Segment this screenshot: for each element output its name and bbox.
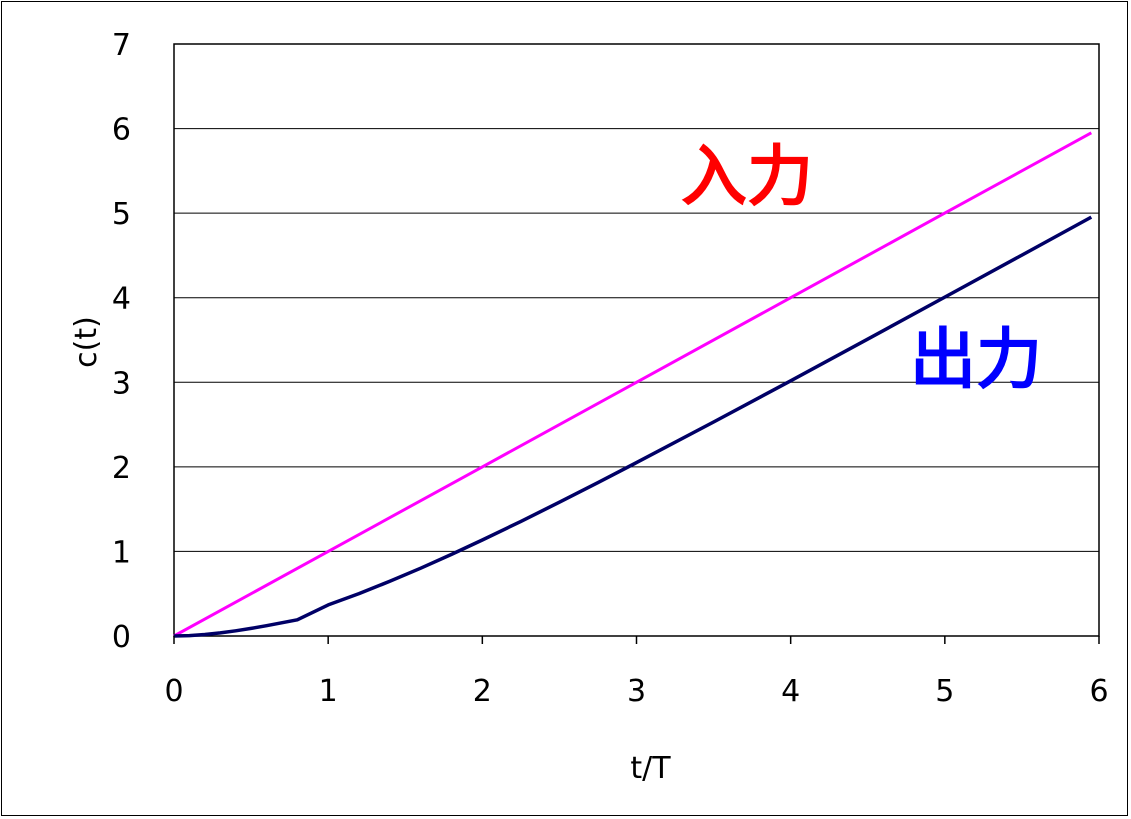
series-line-output	[173, 215, 1093, 638]
y-tick-label: 2	[112, 451, 131, 486]
series-label-output: 出力	[910, 321, 1042, 398]
x-tick-labels: 0 1 2 3 4 5 6	[164, 636, 1109, 709]
y-tick-label: 1	[112, 535, 131, 570]
y-tick-label: 6	[112, 113, 131, 148]
series-line-input	[173, 131, 1093, 638]
x-tick-label: 3	[627, 674, 646, 709]
y-tick-label: 4	[112, 282, 131, 317]
y-tick-label: 0	[112, 620, 131, 655]
y-tick-label: 7	[112, 28, 131, 63]
series-label-input: 入力	[681, 138, 813, 215]
x-tick-label: 4	[781, 674, 800, 709]
y-axis-title: c(t)	[69, 316, 104, 368]
y-tick-label: 3	[112, 366, 131, 401]
y-tick-label: 5	[112, 197, 131, 232]
x-tick-label: 5	[935, 674, 954, 709]
x-tick-label: 6	[1089, 674, 1108, 709]
series-lines	[173, 131, 1093, 638]
x-tick-label: 0	[164, 674, 183, 709]
x-tick-label: 2	[473, 674, 492, 709]
y-tick-labels: 0 1 2 3 4 5 6 7	[112, 28, 131, 655]
x-axis-title: t/T	[630, 751, 671, 786]
x-tick-label: 1	[319, 674, 338, 709]
